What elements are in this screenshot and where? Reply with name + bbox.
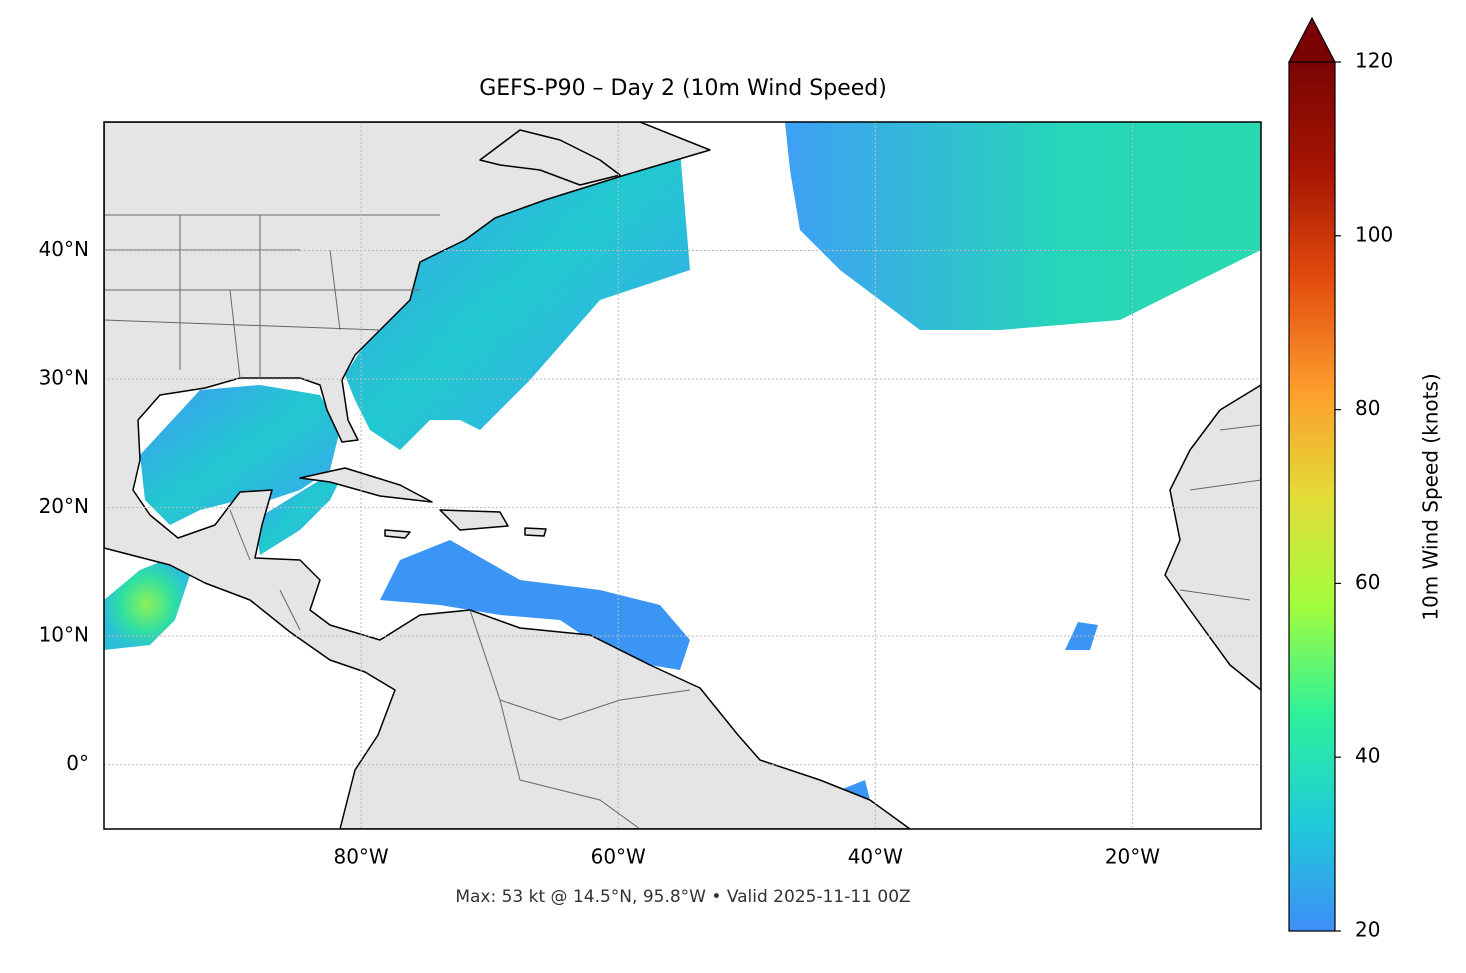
map (104, 122, 1261, 829)
y-tick-label: 20°N (39, 494, 89, 518)
colorbar-tick-label: 40 (1355, 744, 1380, 768)
x-tick-label: 20°W (1105, 845, 1160, 869)
map-ticks: 80°W 60°W 40°W 20°W 0° 10°N 20°N 30°N 40°N (39, 237, 1161, 868)
y-tick-label: 40°N (39, 237, 89, 261)
x-tick-label: 60°W (591, 845, 646, 869)
x-tick-label: 80°W (333, 845, 388, 869)
footnote: Max: 53 kt @ 14.5°N, 95.8°W • Valid 2025… (455, 887, 910, 907)
map-frame (103, 121, 1262, 830)
colorbar-tick-label: 120 (1355, 49, 1393, 73)
colorbar-tick-label: 20 (1355, 918, 1380, 942)
graticule (104, 122, 1261, 829)
colorbar: 20 40 60 80 100 120 (1288, 16, 1393, 942)
colorbar-tick-label: 80 (1355, 396, 1380, 420)
land (104, 122, 1261, 829)
colorbar-tick-label: 60 (1355, 570, 1380, 594)
y-tick-label: 30°N (39, 366, 89, 390)
y-tick-label: 0° (66, 751, 89, 775)
colorbar-label: 10m Wind Speed (knots) (1419, 373, 1443, 620)
y-tick-label: 10°N (39, 623, 89, 647)
colorbar-tick-label: 100 (1355, 222, 1393, 246)
title: GEFS-P90 – Day 2 (10m Wind Speed) (479, 76, 887, 101)
colorbar-extend (1288, 16, 1336, 63)
colorbar-scale (1288, 61, 1336, 932)
x-tick-label: 40°W (848, 845, 903, 869)
